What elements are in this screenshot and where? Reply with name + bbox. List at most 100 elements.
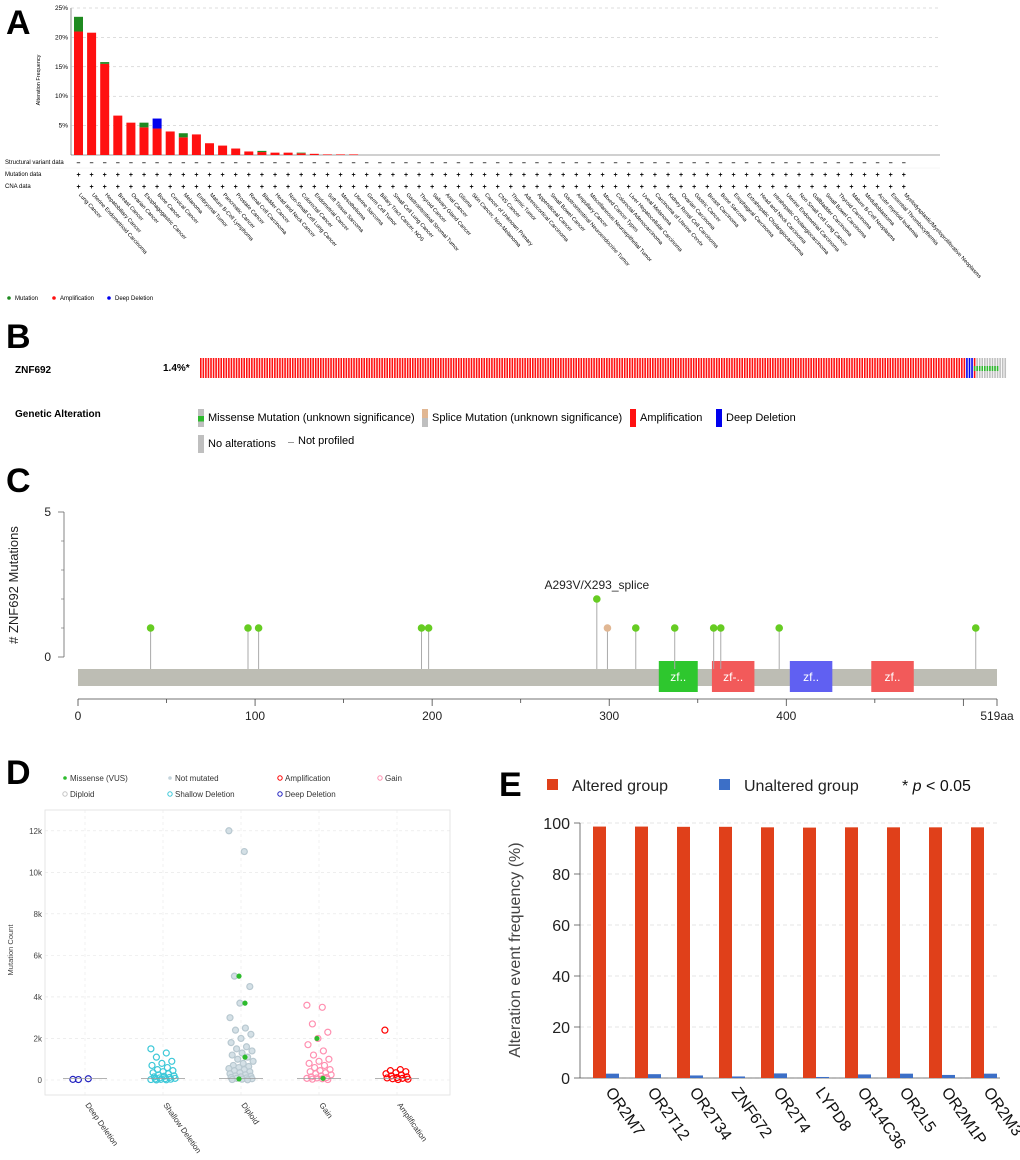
a-track-symbol: + (142, 172, 146, 179)
b-sample-no-alteration (999, 358, 1001, 378)
b-sample-amplification (629, 358, 631, 378)
a-track-symbol: – (836, 160, 840, 167)
a-track-symbol: + (574, 184, 578, 191)
a-ytick-label: 15% (55, 64, 68, 71)
d-point (304, 1041, 312, 1049)
b-sample-amplification (445, 358, 447, 378)
b-sample-amplification (909, 358, 912, 378)
d-legend-label: Diploid (70, 790, 94, 799)
e-bar-unaltered (984, 1073, 997, 1078)
b-sample-amplification (795, 358, 797, 378)
b-sample-amplification (841, 358, 843, 378)
legend-deep-deletion-label: Deep Deletion (726, 412, 796, 424)
b-sample-amplification (256, 358, 258, 378)
b-sample-amplification (833, 358, 835, 378)
e-legend-label-unaltered: Unaltered group (744, 778, 859, 795)
a-track-symbol: + (587, 172, 591, 179)
b-sample-amplification (322, 358, 325, 378)
a-track-symbol: – (116, 160, 120, 167)
legend-no-alterations-label: No alterations (208, 438, 276, 450)
b-sample-amplification (695, 358, 698, 378)
a-bar-amplification (218, 145, 228, 155)
b-sample-amplification (491, 358, 493, 378)
e-bar-altered (593, 826, 606, 1078)
a-track-symbol: – (666, 160, 670, 167)
b-sample-amplification (871, 358, 874, 378)
a-track-symbol: + (469, 184, 473, 191)
a-track-symbol: – (299, 160, 303, 167)
a-track-symbol: + (862, 184, 866, 191)
b-sample-amplification (422, 358, 424, 378)
b-sample-amplification (258, 358, 261, 378)
b-sample-amplification (365, 358, 368, 378)
c-lollipop-head (971, 624, 980, 632)
a-track-symbol: – (509, 160, 513, 167)
b-sample-amplification (355, 358, 358, 378)
a-bar-amplification (296, 153, 306, 155)
c-lollipop-head (424, 624, 433, 632)
b-sample-amplification (274, 358, 276, 378)
b-sample-amplification (207, 358, 210, 378)
a-track-symbol: + (443, 172, 447, 179)
b-sample-amplification (327, 358, 330, 378)
a-track-symbol: + (889, 184, 893, 191)
b-sample-amplification (644, 358, 646, 378)
b-sample-amplification (963, 358, 966, 378)
b-sample-amplification (376, 358, 378, 378)
d-legend-marker (63, 776, 67, 780)
c-domain (658, 661, 698, 692)
b-sample-amplification (353, 358, 355, 378)
a-track-symbol: + (221, 172, 225, 179)
b-sample-amplification (404, 358, 406, 378)
b-sample-amplification (728, 358, 731, 378)
c-xtick-label: 200 (422, 709, 442, 723)
b-sample-amplification (284, 358, 286, 378)
a-track-symbol: – (103, 160, 107, 167)
a-track-symbol: + (640, 172, 644, 179)
a-track-symbol: + (352, 184, 356, 191)
panel-letter-c: C (6, 462, 31, 500)
a-track-symbol: – (535, 160, 539, 167)
b-sample-missense (991, 366, 994, 371)
a-track-symbol: + (456, 172, 460, 179)
c-domain-label: zf.. (803, 670, 819, 684)
b-sample-amplification (304, 358, 307, 378)
c-domain (711, 661, 755, 692)
b-sample-amplification (703, 358, 705, 378)
a-track-symbol: – (797, 160, 801, 167)
a-track-symbol: + (876, 172, 880, 179)
b-sample-amplification (876, 358, 879, 378)
d-point (152, 1076, 160, 1084)
b-sample-amplification (263, 358, 266, 378)
d-point (233, 1045, 241, 1053)
a-track-symbol: + (247, 172, 251, 179)
b-sample-amplification (432, 358, 434, 378)
a-track-symbol: + (587, 184, 591, 191)
a-track-symbol: + (378, 184, 382, 191)
a-track-symbol: – (627, 160, 631, 167)
b-sample-amplification (751, 358, 754, 378)
a-track-symbol: – (129, 160, 133, 167)
b-sample-amplification (557, 358, 560, 378)
b-sample-amplification (235, 358, 238, 378)
d-point-missense (314, 1035, 320, 1042)
b-sample-amplification (325, 358, 327, 378)
b-sample-amplification (585, 358, 588, 378)
a-track-symbol: – (810, 160, 814, 167)
d-point (247, 1030, 255, 1038)
b-sample-amplification (623, 358, 626, 378)
d-point (228, 1051, 236, 1059)
e-significance-rest: < 0.05 (922, 778, 971, 795)
e-xtick-label: OR2T12 (644, 1085, 693, 1144)
b-sample-amplification (463, 358, 465, 378)
b-sample-amplification (468, 358, 470, 378)
a-track-symbol: – (247, 160, 251, 167)
d-point (74, 1075, 83, 1084)
oncoprint-track (200, 358, 1007, 378)
a-legend-dot (107, 296, 111, 300)
a-track-symbol: + (758, 184, 762, 191)
b-sample-missense (996, 366, 999, 371)
b-sample-amplification (427, 358, 429, 378)
c-lollipop-head (709, 624, 718, 632)
e-xtick-label: OR2L5 (896, 1085, 939, 1136)
